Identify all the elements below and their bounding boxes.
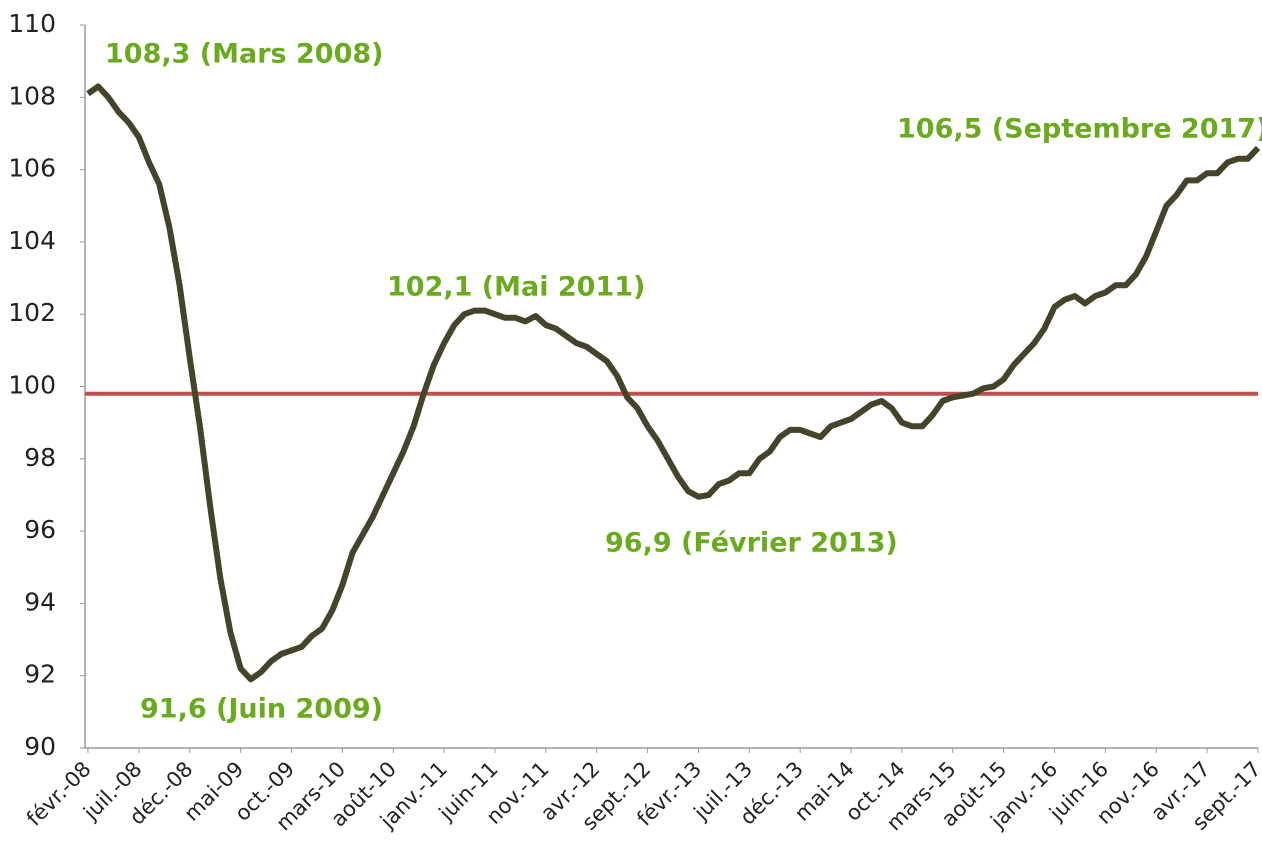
y-tick-label: 90 <box>24 732 56 761</box>
y-tick-label: 102 <box>8 298 56 327</box>
y-tick-label: 106 <box>8 154 56 183</box>
y-tick-label: 98 <box>24 443 56 472</box>
annotation: 108,3 (Mars 2008) <box>105 39 384 70</box>
annotation: 91,6 (Juin 2009) <box>140 694 383 725</box>
annotation: 106,5 (Septembre 2017) <box>897 114 1262 145</box>
annotation: 102,1 (Mai 2011) <box>387 272 645 303</box>
y-tick-label: 110 <box>8 9 56 38</box>
y-tick-label: 100 <box>8 371 56 400</box>
x-tick-label: févr.-08 <box>22 757 96 831</box>
y-tick-label: 108 <box>8 81 56 110</box>
y-tick-label: 92 <box>24 660 56 689</box>
y-tick-label: 94 <box>24 587 56 616</box>
y-tick-label: 96 <box>24 515 56 544</box>
data-line <box>86 83 1261 683</box>
y-tick-label: 104 <box>8 226 56 255</box>
annotation: 96,9 (Février 2013) <box>605 528 898 559</box>
